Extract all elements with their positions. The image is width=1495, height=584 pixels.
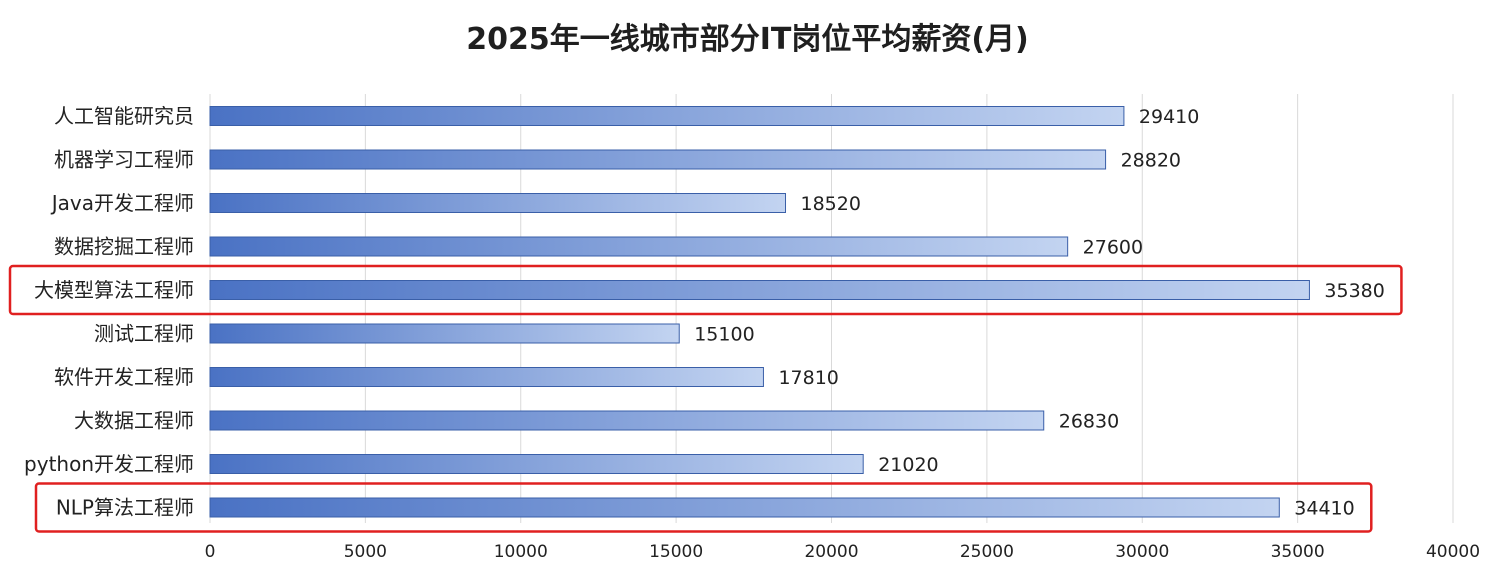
category-label: python开发工程师	[24, 452, 194, 476]
category-label: 大模型算法工程师	[34, 278, 194, 302]
value-label: 26830	[1059, 411, 1119, 433]
x-tick-label: 0	[205, 542, 216, 562]
value-label: 17810	[778, 367, 838, 389]
value-label: 15100	[694, 324, 754, 346]
category-label: 测试工程师	[94, 322, 194, 346]
bar	[209, 323, 680, 344]
bar	[209, 149, 1107, 170]
category-label: NLP算法工程师	[56, 496, 194, 520]
bar	[209, 497, 1280, 518]
value-label: 21020	[878, 454, 938, 476]
category-label: 人工智能研究员	[54, 104, 194, 128]
value-label: 34410	[1294, 498, 1354, 520]
bar	[209, 193, 787, 213]
bar	[209, 410, 1045, 431]
bar	[209, 236, 1069, 257]
value-label: 35380	[1324, 280, 1384, 302]
category-label: 软件开发工程师	[54, 365, 194, 389]
category-label: 数据挖掘工程师	[54, 235, 194, 259]
category-label: 大数据工程师	[74, 409, 194, 433]
category-label: Java开发工程师	[50, 191, 194, 215]
x-tick-label: 20000	[804, 542, 858, 562]
x-tick-label: 30000	[1115, 542, 1169, 562]
x-tick-label: 5000	[344, 542, 387, 562]
value-label: 18520	[801, 193, 861, 215]
bar	[209, 280, 1310, 300]
bar	[209, 106, 1125, 126]
category-label: 机器学习工程师	[54, 148, 194, 172]
highlight-box	[8, 264, 1403, 316]
x-tick-label: 15000	[649, 542, 703, 562]
value-label: 29410	[1139, 106, 1199, 128]
x-tick-label: 35000	[1271, 542, 1325, 562]
bar	[209, 367, 764, 387]
x-tick-label: 10000	[494, 542, 548, 562]
value-label: 28820	[1121, 150, 1181, 172]
bar	[209, 454, 864, 474]
x-tick-label: 40000	[1426, 542, 1480, 562]
highlight-box	[34, 482, 1373, 533]
value-label: 27600	[1083, 237, 1143, 259]
x-tick-label: 25000	[960, 542, 1014, 562]
chart-title: 2025年一线城市部分IT岗位平均薪资(月)	[466, 22, 1029, 57]
